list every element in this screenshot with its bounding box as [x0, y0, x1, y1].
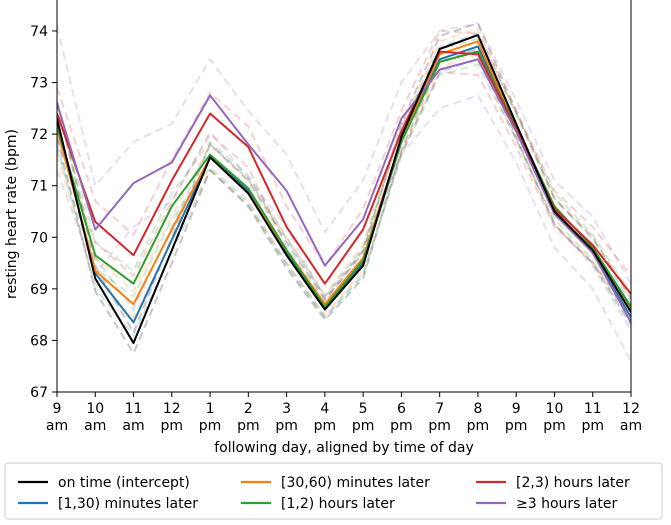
series-3-ci-lower-line: [57, 63, 631, 321]
x-tick-label-period: pm: [543, 418, 566, 434]
x-tick-label-period: pm: [505, 418, 528, 434]
series-5-line: [57, 58, 631, 323]
series-1-ci-lower-line: [57, 58, 631, 338]
x-tick-label-hour: 11: [125, 401, 143, 417]
x-tick-label-hour: 10: [546, 401, 564, 417]
x-tick-label-hour: 9: [53, 401, 62, 417]
series-3-line: [57, 50, 631, 308]
x-tick-label-hour: 9: [512, 401, 521, 417]
x-tick-label-hour: 10: [86, 401, 104, 417]
legend-entry-4: [2,3) hours later: [516, 475, 630, 491]
legend-entry-0: on time (intercept): [58, 475, 190, 491]
series-0-line: [57, 34, 631, 344]
x-tick-label-hour: 2: [244, 401, 253, 417]
series-4-ci-upper-line: [57, 29, 631, 277]
x-axis-label: following day, aligned by time of day: [214, 440, 474, 456]
x-tick-label-hour: 7: [435, 401, 444, 417]
x-tick-label-hour: 5: [359, 401, 368, 417]
series-lines: [57, 34, 631, 344]
x-tick-label-period: am: [84, 418, 106, 434]
confidence-bounds: [57, 21, 631, 362]
x-tick-label-period: pm: [467, 418, 490, 434]
y-tick-label: 69: [30, 282, 48, 298]
y-tick-label: 72: [30, 127, 48, 143]
x-tick-label-period: pm: [199, 418, 222, 434]
x-tick-label-period: am: [46, 418, 68, 434]
y-axis-label: resting heart rate (bpm): [4, 129, 20, 299]
legend-entry-2: [30,60) minutes later: [281, 475, 430, 491]
series-1-ci-upper-line: [57, 32, 631, 312]
series-5-ci-upper-line: [57, 22, 631, 285]
y-tick-label: 73: [30, 76, 48, 92]
legend-box: [4, 462, 663, 520]
x-tick-label-hour: 12: [163, 401, 181, 417]
x-tick-label-hour: 8: [473, 401, 482, 417]
x-tick-label-period: am: [620, 418, 642, 434]
legend-entry-3: [1,2) hours later: [281, 496, 395, 512]
x-tick-label-period: pm: [237, 418, 260, 434]
x-tick-label-hour: 12: [622, 401, 640, 417]
axes: 67686970717273749am10am11am12pm1pm2pm3pm…: [30, 0, 642, 434]
series-2-ci-upper-line: [57, 27, 631, 298]
x-tick-label-period: pm: [581, 418, 604, 434]
x-tick-label-period: pm: [352, 418, 375, 434]
y-tick-label: 68: [30, 333, 48, 349]
x-tick-label-period: pm: [161, 418, 184, 434]
legend-entry-1: [1,30) minutes later: [58, 496, 198, 512]
x-tick-label-hour: 1: [206, 401, 215, 417]
legend: on time (intercept) [1,30) minutes later […: [4, 462, 663, 520]
series-5-ci-lower-line: [57, 94, 631, 362]
x-tick-label-hour: 11: [584, 401, 602, 417]
x-tick-label-period: pm: [428, 418, 451, 434]
y-tick-label: 70: [30, 230, 48, 246]
series-4-ci-lower-line: [57, 71, 631, 313]
legend-entry-5: ≥3 hours later: [516, 496, 617, 512]
series-3-ci-upper-line: [57, 37, 631, 299]
y-tick-label: 67: [30, 385, 48, 401]
x-tick-label-hour: 6: [397, 401, 406, 417]
x-tick-label-period: pm: [314, 418, 337, 434]
x-tick-label-hour: 3: [282, 401, 291, 417]
x-tick-label-period: am: [122, 418, 144, 434]
x-tick-label-hour: 4: [320, 401, 329, 417]
x-tick-label-period: pm: [390, 418, 413, 434]
y-tick-label: 74: [30, 24, 48, 40]
y-tick-label: 71: [30, 179, 48, 195]
x-tick-label-period: pm: [275, 418, 298, 434]
